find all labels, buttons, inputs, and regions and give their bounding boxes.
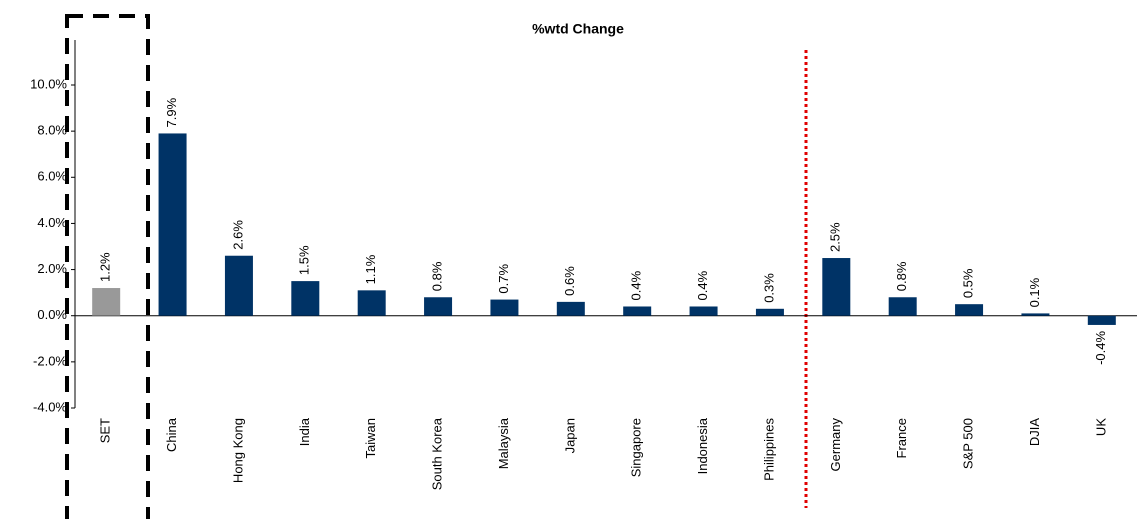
value-label: 0.8%: [430, 261, 445, 291]
value-label: 1.1%: [363, 254, 378, 284]
bar: [689, 306, 718, 316]
bar: [424, 297, 453, 316]
bar: [490, 299, 519, 316]
bar: [623, 306, 652, 316]
x-tick-label: Taiwan: [363, 418, 378, 458]
x-tick-label: UK: [1093, 418, 1108, 436]
y-tick-label: -4.0%: [33, 399, 67, 414]
value-label: 0.3%: [761, 273, 776, 303]
x-tick-label: Philippines: [761, 418, 776, 481]
bar: [291, 281, 320, 316]
x-tick-label: Hong Kong: [230, 418, 245, 483]
value-label: 1.5%: [297, 245, 312, 275]
x-tick-label: Malaysia: [496, 417, 511, 469]
bar: [955, 304, 984, 316]
bar: [755, 308, 784, 316]
value-label: 0.4%: [629, 270, 644, 300]
bar: [357, 290, 386, 316]
bar: [1021, 313, 1050, 316]
y-tick-label: 8.0%: [37, 123, 67, 138]
value-label: 0.5%: [961, 268, 976, 298]
x-tick-label: Singapore: [629, 418, 644, 477]
x-tick-label: France: [894, 418, 909, 458]
value-label: 2.5%: [828, 222, 843, 252]
bar: [822, 258, 851, 316]
y-tick-label: 10.0%: [30, 76, 67, 91]
bar: [158, 133, 187, 316]
value-label: 0.8%: [894, 261, 909, 291]
x-tick-label: Japan: [562, 418, 577, 453]
bar: [1087, 315, 1116, 325]
value-label: 0.1%: [1027, 277, 1042, 307]
x-tick-label: Indonesia: [695, 417, 710, 474]
x-tick-label: China: [164, 417, 179, 452]
bar: [92, 288, 121, 316]
value-label: 1.2%: [98, 252, 113, 282]
x-tick-label: S&P 500: [961, 418, 976, 469]
highlight-box: [65, 14, 150, 519]
value-label: 7.9%: [164, 97, 179, 127]
x-tick-label: India: [297, 417, 312, 446]
value-label: 0.4%: [695, 270, 710, 300]
bar: [556, 301, 585, 316]
x-tick-label: Germany: [828, 418, 843, 472]
value-label: 0.7%: [496, 263, 511, 293]
bar: [224, 255, 253, 316]
chart-title: %wtd Change: [532, 21, 624, 37]
x-tick-label: SET: [98, 418, 113, 443]
y-tick-label: 0.0%: [37, 307, 67, 322]
x-tick-label: DJIA: [1027, 418, 1042, 447]
y-tick-label: 2.0%: [37, 261, 67, 276]
value-label: 2.6%: [230, 220, 245, 250]
y-tick-label: -2.0%: [33, 353, 67, 368]
bar: [888, 297, 917, 316]
x-tick-label: South Korea: [430, 417, 445, 490]
y-tick-label: 4.0%: [37, 215, 67, 230]
y-tick-label: 6.0%: [37, 169, 67, 184]
value-label: -0.4%: [1093, 331, 1108, 365]
value-label: 0.6%: [562, 266, 577, 296]
